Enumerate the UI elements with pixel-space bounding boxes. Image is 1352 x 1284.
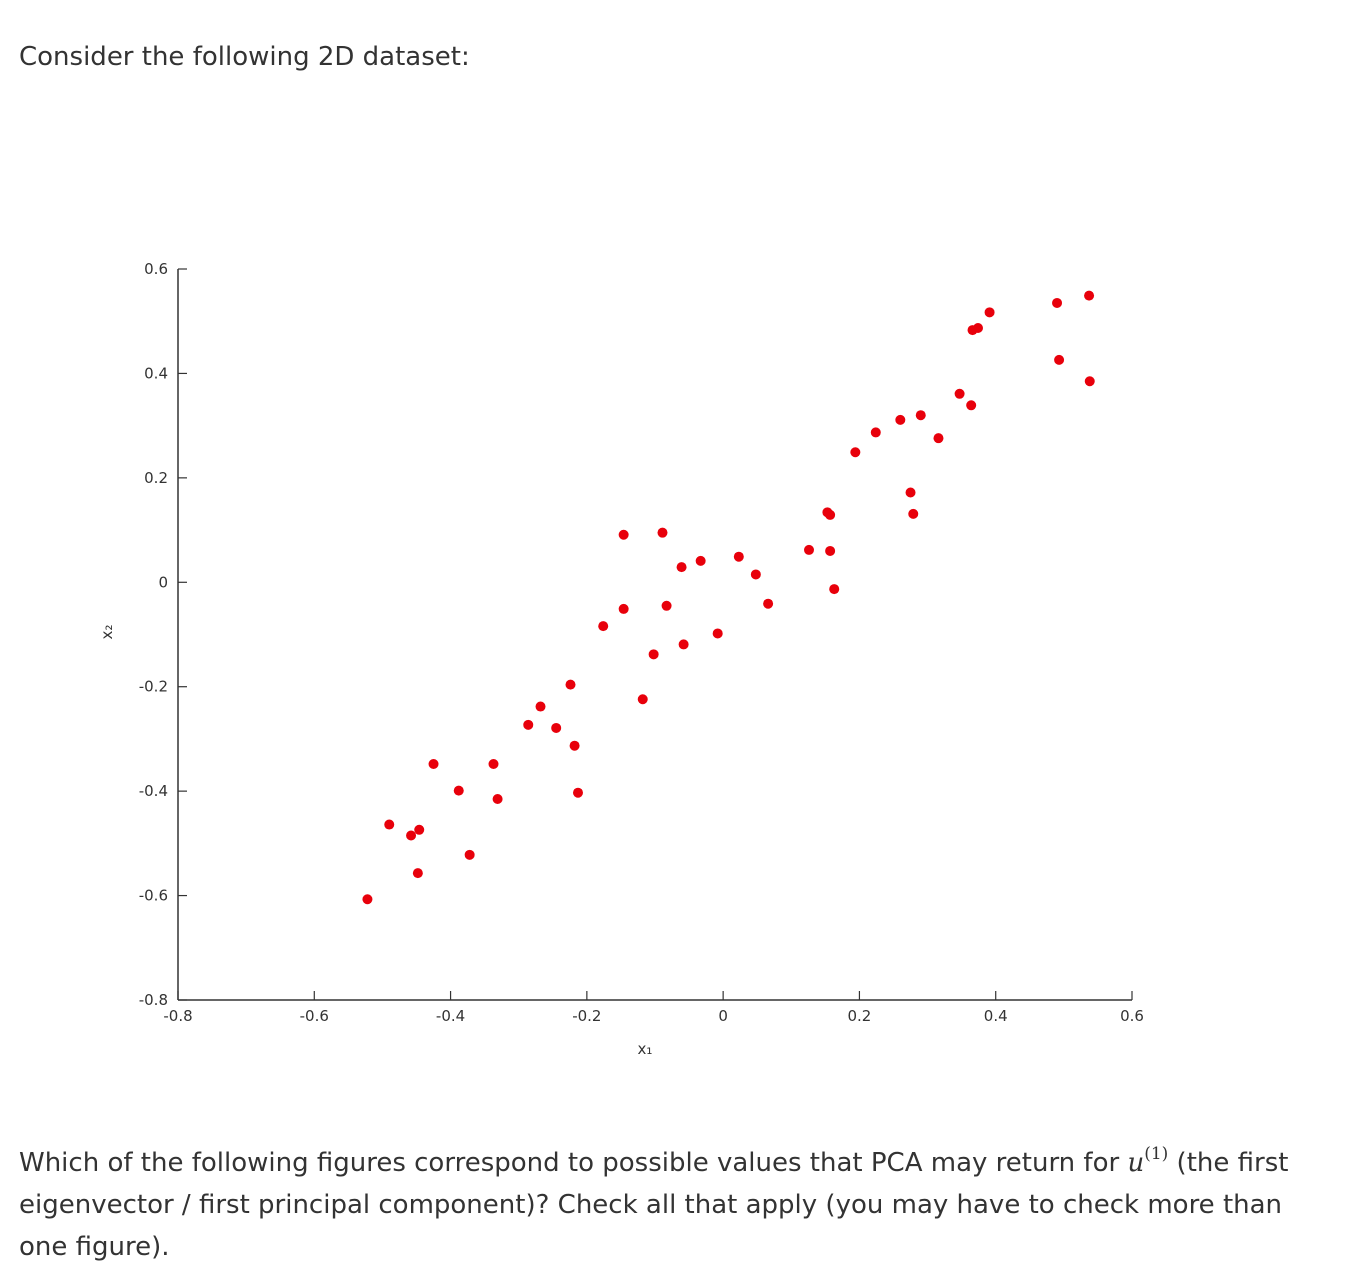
data-point [676, 562, 687, 573]
x-tick-label: 0.4 [984, 1007, 1008, 1025]
data-point [804, 544, 815, 555]
y-tick-label: -0.8 [139, 991, 168, 1009]
question-text-before: Which of the following figures correspon… [19, 1148, 1128, 1178]
data-point [750, 569, 761, 580]
intro-text: Consider the following 2D dataset: [19, 42, 470, 72]
eigenvector-symbol: u [1127, 1148, 1145, 1178]
data-point [428, 758, 439, 769]
data-point [678, 639, 689, 650]
chart-axes [177, 269, 1132, 1001]
x-axis-label: x₁ [638, 1040, 653, 1058]
data-point [1052, 297, 1063, 308]
data-point [712, 628, 723, 639]
x-tick-label: 0.6 [1120, 1007, 1144, 1025]
data-point [984, 307, 995, 318]
data-point [763, 598, 774, 609]
data-point [362, 894, 373, 905]
data-point [829, 584, 840, 595]
data-point [464, 849, 475, 860]
data-point [905, 487, 916, 498]
question-text-after: (the first eigenvector / first principal… [19, 1148, 1289, 1262]
data-point [1084, 290, 1095, 301]
data-point [618, 603, 629, 614]
y-tick-label: -0.4 [139, 782, 168, 800]
data-point [1054, 354, 1065, 365]
question-text: Which of the following figures correspon… [19, 1142, 1299, 1268]
data-point [1084, 376, 1095, 387]
data-point [966, 400, 977, 411]
data-point [535, 701, 546, 712]
data-point [492, 793, 503, 804]
eigenvector-superscript: (1) [1144, 1144, 1169, 1164]
y-axis-label: x₂ [98, 625, 116, 640]
chart-ticks: -0.8 -0.6 -0.4 -0.2 0 0.2 0.4 0.6 -0.8 -0.6 -0.4 -0… [139, 260, 1144, 1025]
data-point [657, 527, 668, 538]
data-point [895, 414, 906, 425]
data-point [523, 719, 534, 730]
data-point [572, 787, 583, 798]
x-tick-label: -0.8 [163, 1007, 192, 1025]
scatter-chart: -0.8 -0.6 -0.4 -0.2 0 0.2 0.4 0.6 -0.8 -0.6 -0.4 -0… [98, 260, 1144, 1058]
data-point [565, 679, 576, 690]
data-point [661, 600, 672, 611]
data-point [648, 649, 659, 660]
x-tick-label: 0.2 [847, 1007, 871, 1025]
y-tick-label: 0.2 [144, 469, 168, 487]
data-point [954, 388, 965, 399]
chart-points [362, 290, 1095, 905]
data-point [569, 740, 580, 751]
data-point [618, 529, 629, 540]
data-point [406, 830, 417, 841]
data-point [850, 447, 861, 458]
data-point [488, 758, 499, 769]
x-tick-label: -0.2 [572, 1007, 601, 1025]
x-tick-label: -0.4 [436, 1007, 465, 1025]
data-point [637, 694, 648, 705]
data-point [915, 410, 926, 421]
data-point [733, 551, 744, 562]
y-tick-label: 0.4 [144, 364, 168, 382]
data-point [825, 509, 836, 520]
y-tick-label: 0 [158, 573, 168, 591]
data-point [972, 323, 983, 334]
y-tick-label: -0.6 [139, 887, 168, 905]
data-point [598, 621, 609, 632]
y-tick-label: -0.2 [139, 678, 168, 696]
y-tick-label: 0.6 [144, 260, 168, 278]
data-point [412, 868, 423, 879]
data-point [933, 433, 944, 444]
x-tick-label: -0.6 [300, 1007, 329, 1025]
data-point [908, 508, 919, 519]
data-point [870, 427, 881, 438]
data-point [551, 722, 562, 733]
data-point [384, 819, 395, 830]
x-tick-label: 0 [718, 1007, 728, 1025]
data-point [695, 555, 706, 566]
data-point [825, 545, 836, 556]
data-point [453, 785, 464, 796]
data-point [414, 824, 425, 835]
